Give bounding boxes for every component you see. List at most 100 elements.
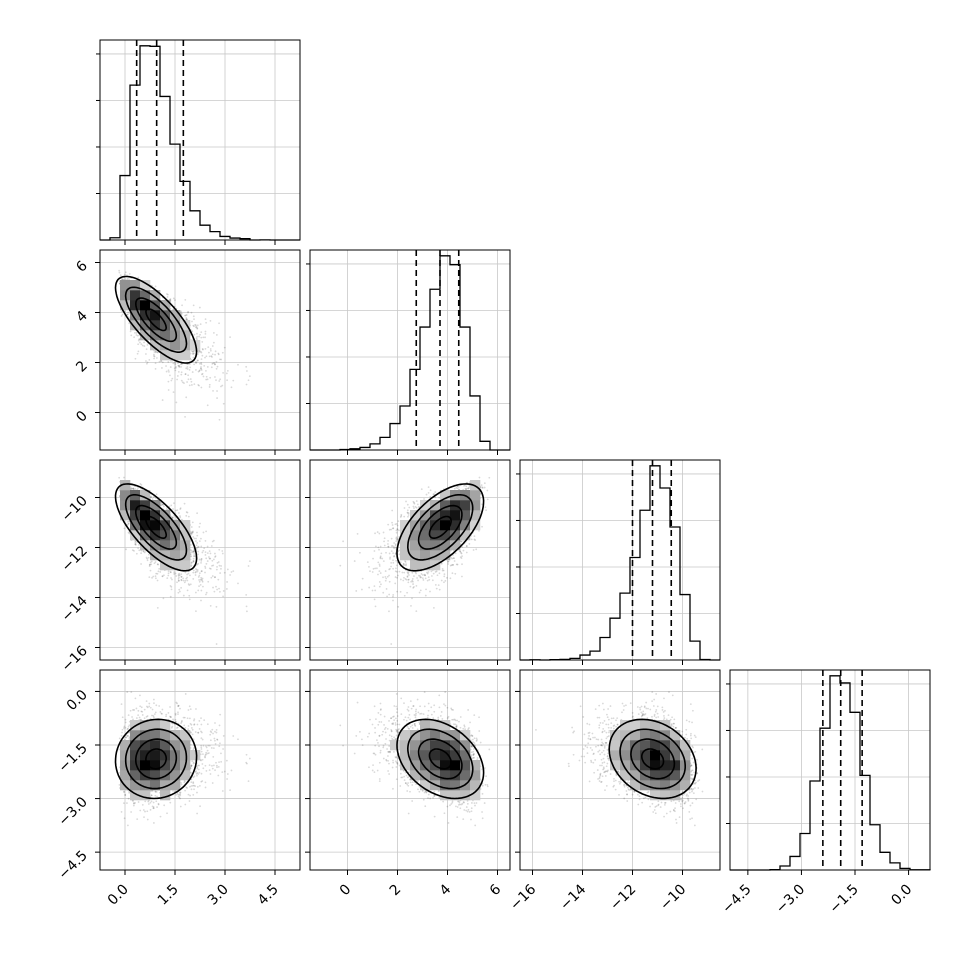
sample-point [223,346,226,349]
sample-point [641,714,643,717]
panel-content [100,250,300,450]
sample-point [120,315,123,317]
y-axis-2-2: −16−14−12−10 [59,493,100,675]
sample-point [452,709,454,711]
density-cell [140,750,151,761]
density-cell [450,750,461,761]
sample-point [607,769,609,772]
sample-point [438,706,441,709]
sample-point [180,575,183,578]
sample-point [174,713,177,716]
scatter-points [339,476,491,645]
sample-point [694,750,697,753]
sample-point [379,557,382,560]
sample-point [151,498,154,500]
sample-point [421,577,424,579]
sample-point [386,748,388,750]
sample-point [438,496,441,499]
sample-point [187,310,190,313]
sample-point [590,759,592,762]
sample-point [178,791,181,794]
density-cell [150,740,161,751]
sample-point [680,805,682,808]
sample-point [372,557,374,560]
sample-point [481,817,484,820]
sample-point [153,355,155,357]
sample-point [625,704,627,707]
sample-point [416,728,419,731]
sample-point [392,716,394,718]
sample-point [686,793,688,796]
density-cell [440,740,451,751]
sample-point [692,761,695,764]
sample-point [203,547,206,550]
contour-1-sigma [417,504,463,550]
sample-point [461,555,463,558]
sample-point [598,776,601,778]
density-cell [130,760,141,771]
sample-point [198,580,201,583]
panel-content [100,460,300,660]
sample-point [602,722,604,724]
sample-point [394,582,397,585]
sample-point [192,761,195,764]
density-cell [670,740,681,751]
sample-point [179,794,182,797]
sample-point [697,780,699,782]
sample-point [191,550,194,553]
sample-point [395,559,398,562]
sample-point [126,728,129,731]
sample-point [180,573,183,576]
sample-point [419,712,422,715]
sample-point [433,704,436,707]
sample-point [371,589,374,592]
sample-point [373,550,376,552]
sample-point [598,724,601,727]
sample-point [432,572,435,575]
sample-point [463,809,466,811]
x-tick-label: 0.0 [888,882,915,909]
sample-point [388,750,391,753]
sample-point [464,487,467,490]
density-cell [470,780,481,791]
sample-point [405,719,408,722]
sample-point [379,709,382,711]
sample-point [598,780,601,782]
sample-point [152,715,155,717]
sample-point [200,748,203,750]
contour-2-sigma [396,718,485,800]
contour-1-sigma [134,297,178,343]
sample-point [404,561,407,563]
sample-point [199,583,202,586]
sample-point [118,783,121,786]
sample-point [602,766,605,769]
sample-point [396,730,399,732]
density-cell [410,510,421,521]
sample-point [619,781,622,784]
sample-point [373,771,376,774]
sample-point [201,763,204,765]
sample-point [661,706,664,709]
sample-point [190,765,192,768]
sample-point [128,737,131,740]
y-tick-label: 0.0 [64,687,91,714]
density-cell [420,520,431,531]
sample-point [214,376,216,378]
sample-point [383,724,385,726]
sample-point [599,772,602,775]
sample-point [683,792,686,795]
sample-point [598,726,601,729]
sample-point [447,560,450,563]
sample-point [385,738,387,740]
sample-point [226,773,229,775]
sample-point [457,803,460,806]
sample-point [395,755,398,758]
sample-point [409,790,411,793]
sample-point [200,363,203,366]
sample-point [432,493,435,496]
density-cell [120,490,131,501]
sample-point [407,514,410,516]
sample-point [182,716,185,719]
sample-point [160,504,163,507]
